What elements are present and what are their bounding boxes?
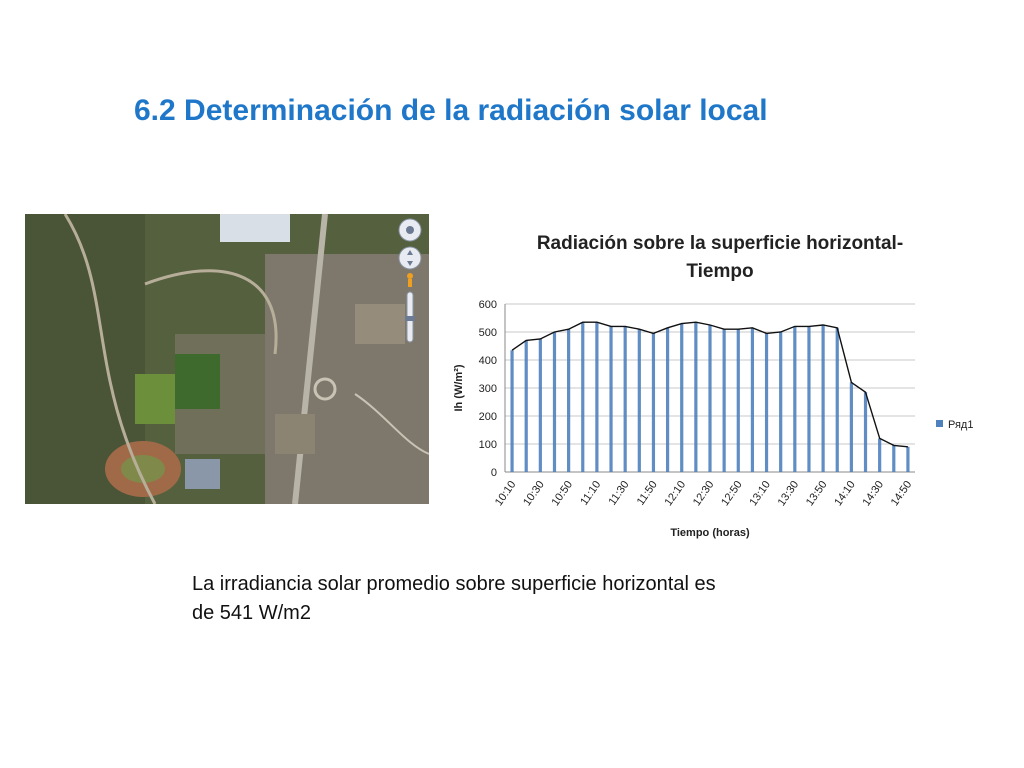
x-tick-label: 11:10 bbox=[578, 479, 603, 508]
x-axis-label: Tiempo (horas) bbox=[670, 527, 750, 539]
x-tick-label: 11:50 bbox=[635, 479, 660, 508]
chart-title-line2: Tiempo bbox=[686, 261, 754, 282]
legend-swatch bbox=[936, 420, 943, 427]
caption-line1: La irradiancia solar promedio sobre supe… bbox=[192, 573, 716, 595]
x-tick-label: 13:50 bbox=[804, 479, 830, 508]
x-tick-label: 10:50 bbox=[549, 479, 575, 508]
x-tick-label: 12:30 bbox=[691, 479, 717, 508]
y-tick-label: 400 bbox=[479, 355, 497, 367]
zoom-slider-icon[interactable] bbox=[405, 291, 415, 343]
pan-control-icon[interactable] bbox=[398, 246, 422, 270]
slide-title: 6.2 Determinación de la radiación solar … bbox=[134, 94, 768, 127]
x-tick-label: 11:30 bbox=[606, 479, 631, 508]
street-view-person-icon[interactable] bbox=[407, 273, 413, 287]
chart-title: Radiación sobre la superficie horizontal… bbox=[440, 230, 1000, 286]
x-tick-label: 10:30 bbox=[521, 479, 547, 508]
y-tick-label: 300 bbox=[479, 383, 497, 395]
x-tick-label: 13:10 bbox=[747, 479, 773, 508]
satellite-map-image bbox=[25, 214, 429, 504]
y-tick-label: 0 bbox=[491, 467, 497, 479]
x-tick-label: 10:10 bbox=[493, 479, 519, 508]
series-line bbox=[511, 321, 908, 448]
caption: La irradiancia solar promedio sobre supe… bbox=[192, 570, 832, 628]
x-tick-label: 12:10 bbox=[663, 479, 689, 508]
legend-label: Ряд1 bbox=[948, 419, 973, 431]
x-tick-label: 14:10 bbox=[832, 479, 858, 508]
y-axis-label: Ih (W/m²) bbox=[453, 364, 465, 411]
x-tick-label: 12:50 bbox=[719, 479, 745, 508]
x-tick-label: 14:30 bbox=[860, 479, 886, 508]
x-tick-label: 13:30 bbox=[776, 479, 802, 508]
y-tick-label: 500 bbox=[479, 327, 497, 339]
radiation-chart: Radiación sobre la superficie horizontal… bbox=[440, 220, 1000, 550]
y-tick-label: 100 bbox=[479, 439, 497, 451]
map-control-stack[interactable] bbox=[397, 218, 423, 348]
y-tick-label: 600 bbox=[479, 299, 497, 311]
y-tick-label: 200 bbox=[479, 411, 497, 423]
chart-title-line1: Radiación sobre la superficie horizontal… bbox=[536, 233, 904, 254]
caption-line2: de 541 W/m2 bbox=[192, 602, 311, 624]
map-controls[interactable] bbox=[397, 218, 423, 348]
x-tick-label: 14:50 bbox=[889, 479, 915, 508]
satellite-terrain bbox=[25, 214, 429, 504]
compass-control-icon[interactable] bbox=[398, 218, 422, 242]
